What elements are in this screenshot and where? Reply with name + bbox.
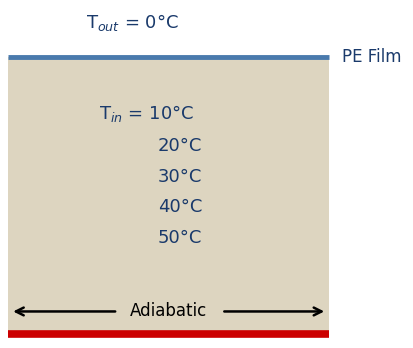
Text: T$_{out}$ = 0°C: T$_{out}$ = 0°C xyxy=(86,12,178,33)
Text: 50°C: 50°C xyxy=(157,229,202,247)
Bar xyxy=(8,57,328,334)
Text: 30°C: 30°C xyxy=(157,168,202,186)
Text: PE Film: PE Film xyxy=(341,48,400,66)
Text: T$_{in}$ = 10°C: T$_{in}$ = 10°C xyxy=(99,103,194,124)
Text: Adiabatic: Adiabatic xyxy=(130,302,207,321)
Text: 20°C: 20°C xyxy=(157,137,202,155)
Text: 40°C: 40°C xyxy=(157,198,202,216)
